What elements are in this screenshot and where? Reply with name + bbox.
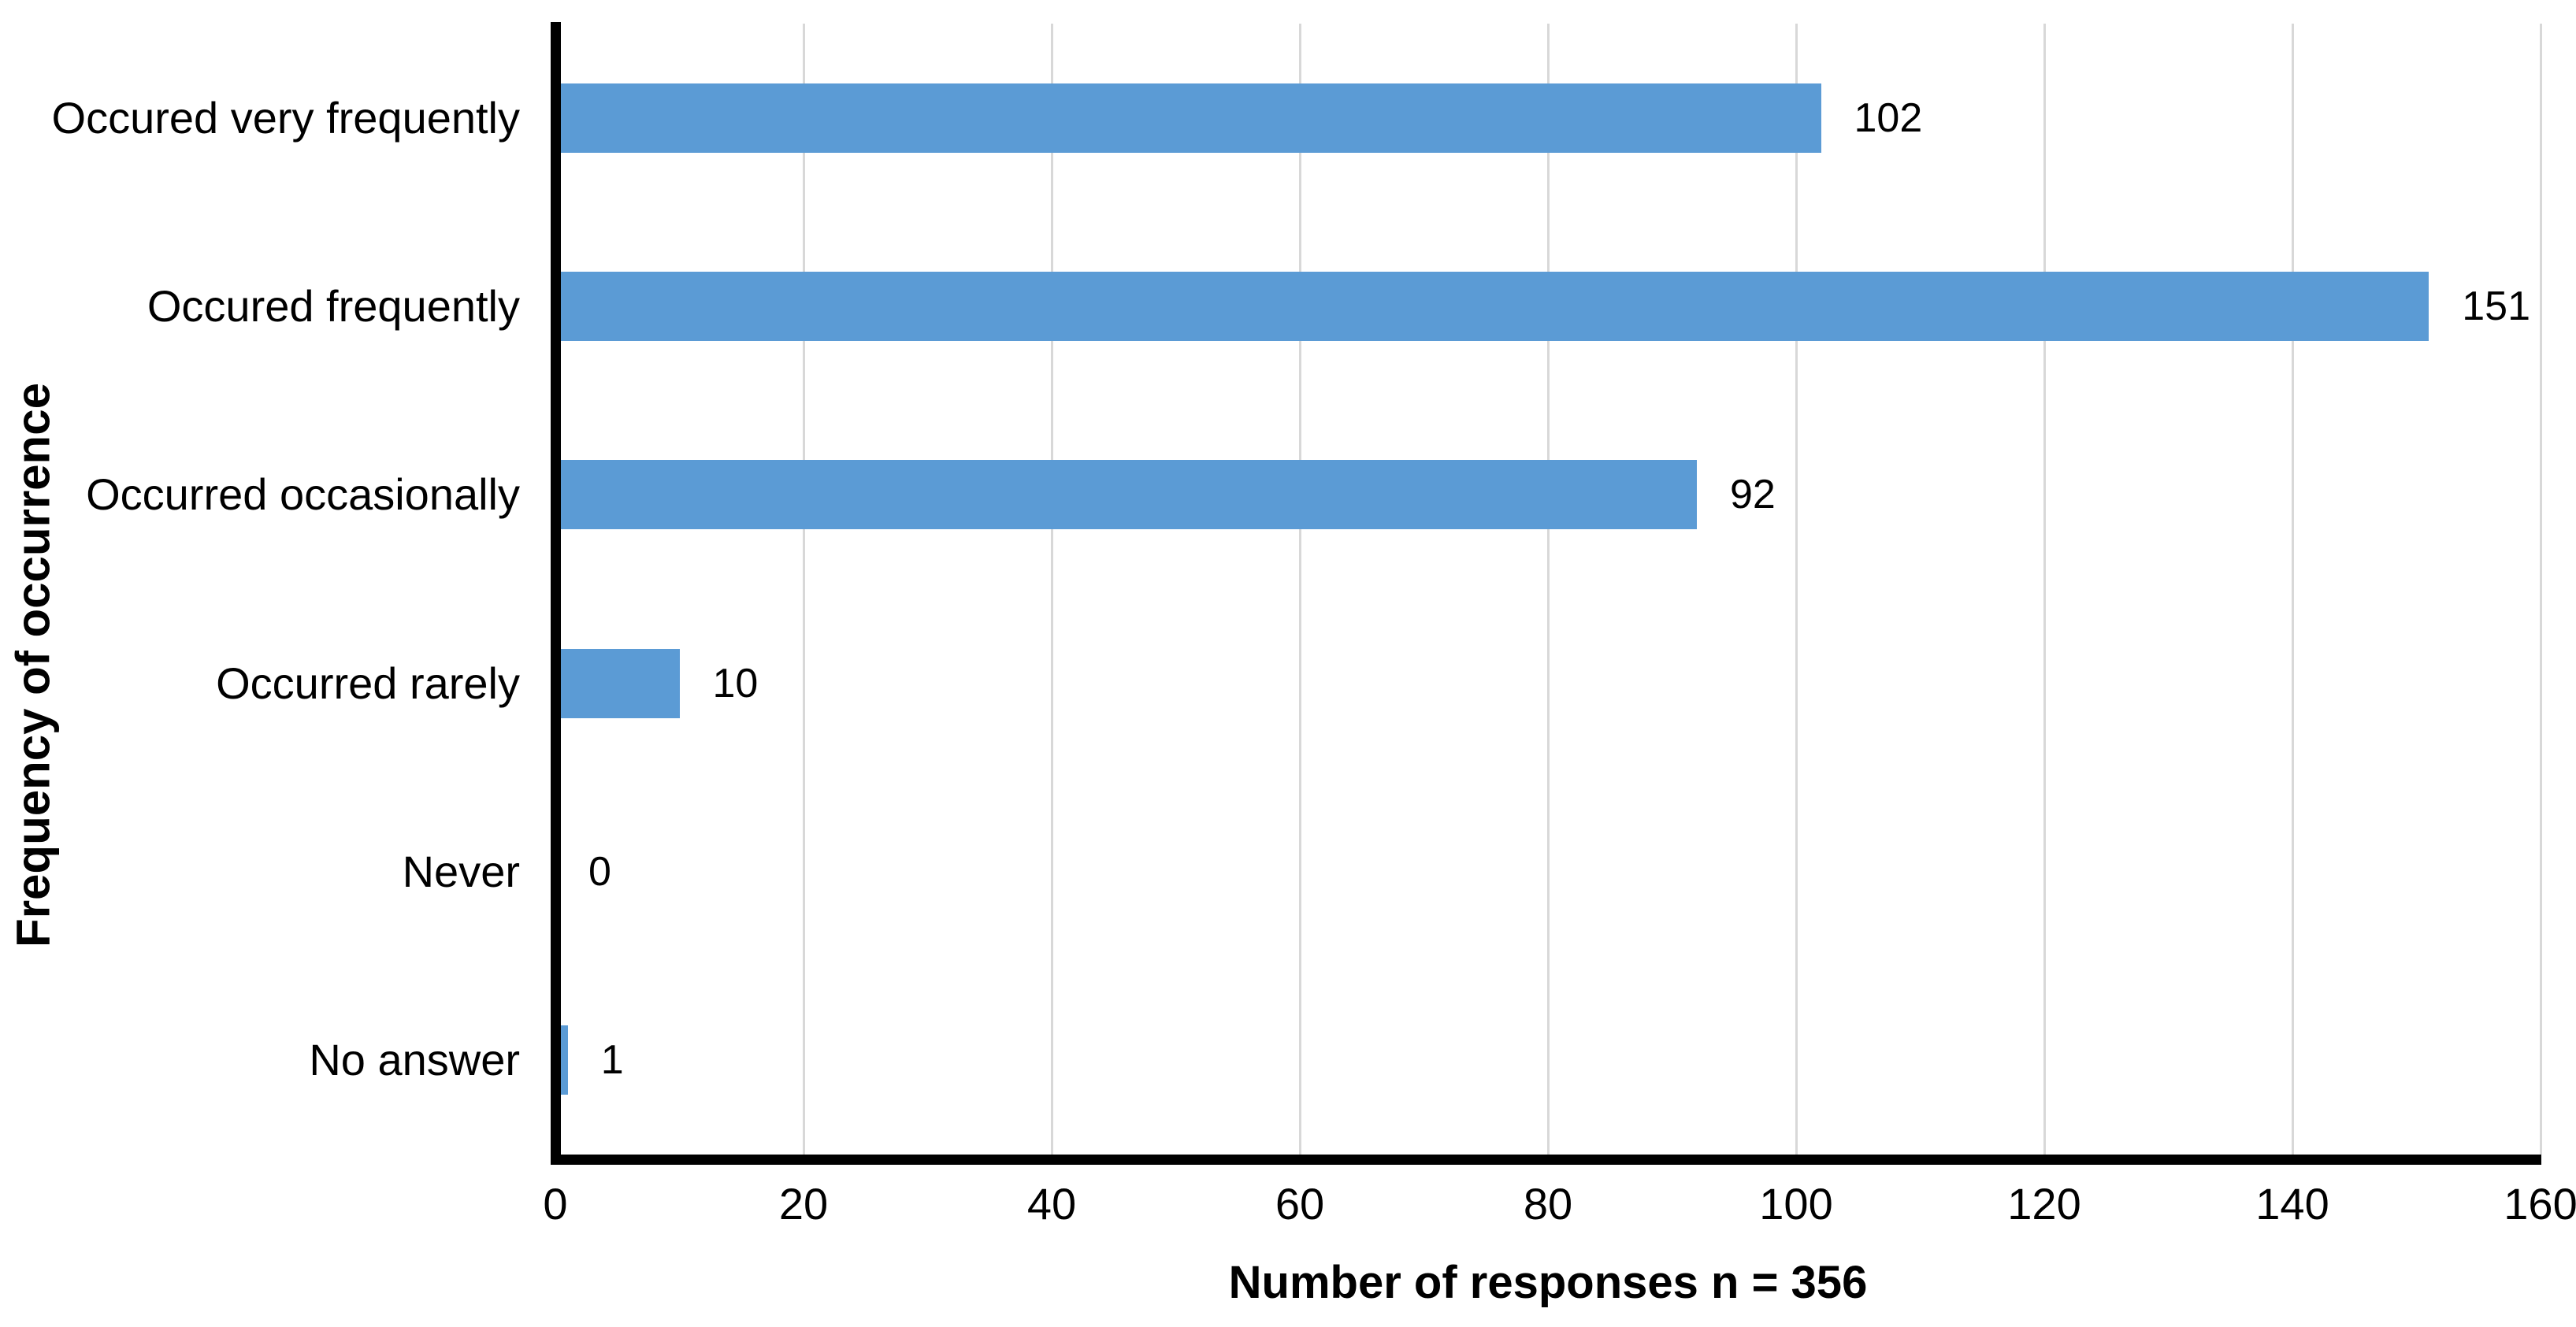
gridline-x-60 bbox=[1298, 24, 1301, 1155]
category-label: Occured frequently bbox=[147, 281, 520, 331]
category-label: No answer bbox=[309, 1035, 520, 1085]
bar-3 bbox=[560, 460, 1697, 530]
bar-4 bbox=[560, 648, 680, 718]
gridline-x-140 bbox=[2291, 24, 2294, 1155]
value-label: 10 bbox=[712, 660, 759, 706]
category-label: Never bbox=[402, 847, 520, 896]
x-tick-label-80: 80 bbox=[1523, 1179, 1573, 1229]
bar-6 bbox=[560, 1025, 568, 1095]
x-tick-label-140: 140 bbox=[2255, 1179, 2329, 1229]
bar-1 bbox=[560, 83, 1821, 153]
x-axis-line bbox=[551, 1155, 2541, 1165]
bar-2 bbox=[560, 272, 2429, 341]
gridline-x-40 bbox=[1050, 24, 1053, 1155]
value-label: 0 bbox=[588, 849, 611, 895]
x-tick-label-40: 40 bbox=[1026, 1179, 1077, 1229]
x-tick-label-100: 100 bbox=[1759, 1179, 1833, 1229]
gridline-x-120 bbox=[2043, 24, 2046, 1155]
x-tick-label-20: 20 bbox=[778, 1179, 829, 1229]
category-label: Occurred rarely bbox=[216, 658, 520, 708]
value-label: 1 bbox=[600, 1037, 624, 1084]
category-label: Occured very frequently bbox=[51, 92, 520, 143]
x-tick-label-160: 160 bbox=[2504, 1179, 2576, 1229]
gridline-x-100 bbox=[1795, 24, 1798, 1155]
x-tick-label-60: 60 bbox=[1275, 1179, 1325, 1229]
value-label: 102 bbox=[1854, 95, 1923, 141]
gridline-x-20 bbox=[802, 24, 805, 1155]
value-label: 151 bbox=[2462, 284, 2531, 329]
value-label: 92 bbox=[1730, 472, 1776, 518]
x-axis-title: Number of responses n = 356 bbox=[1228, 1257, 1868, 1308]
gridline-x-160 bbox=[2539, 24, 2542, 1155]
x-tick-label-120: 120 bbox=[2007, 1179, 2081, 1229]
x-tick-label-0: 0 bbox=[543, 1179, 568, 1229]
category-label: Occurred occasionally bbox=[86, 469, 520, 520]
gridline-x-80 bbox=[1546, 24, 1550, 1155]
y-axis-line bbox=[551, 22, 561, 1165]
